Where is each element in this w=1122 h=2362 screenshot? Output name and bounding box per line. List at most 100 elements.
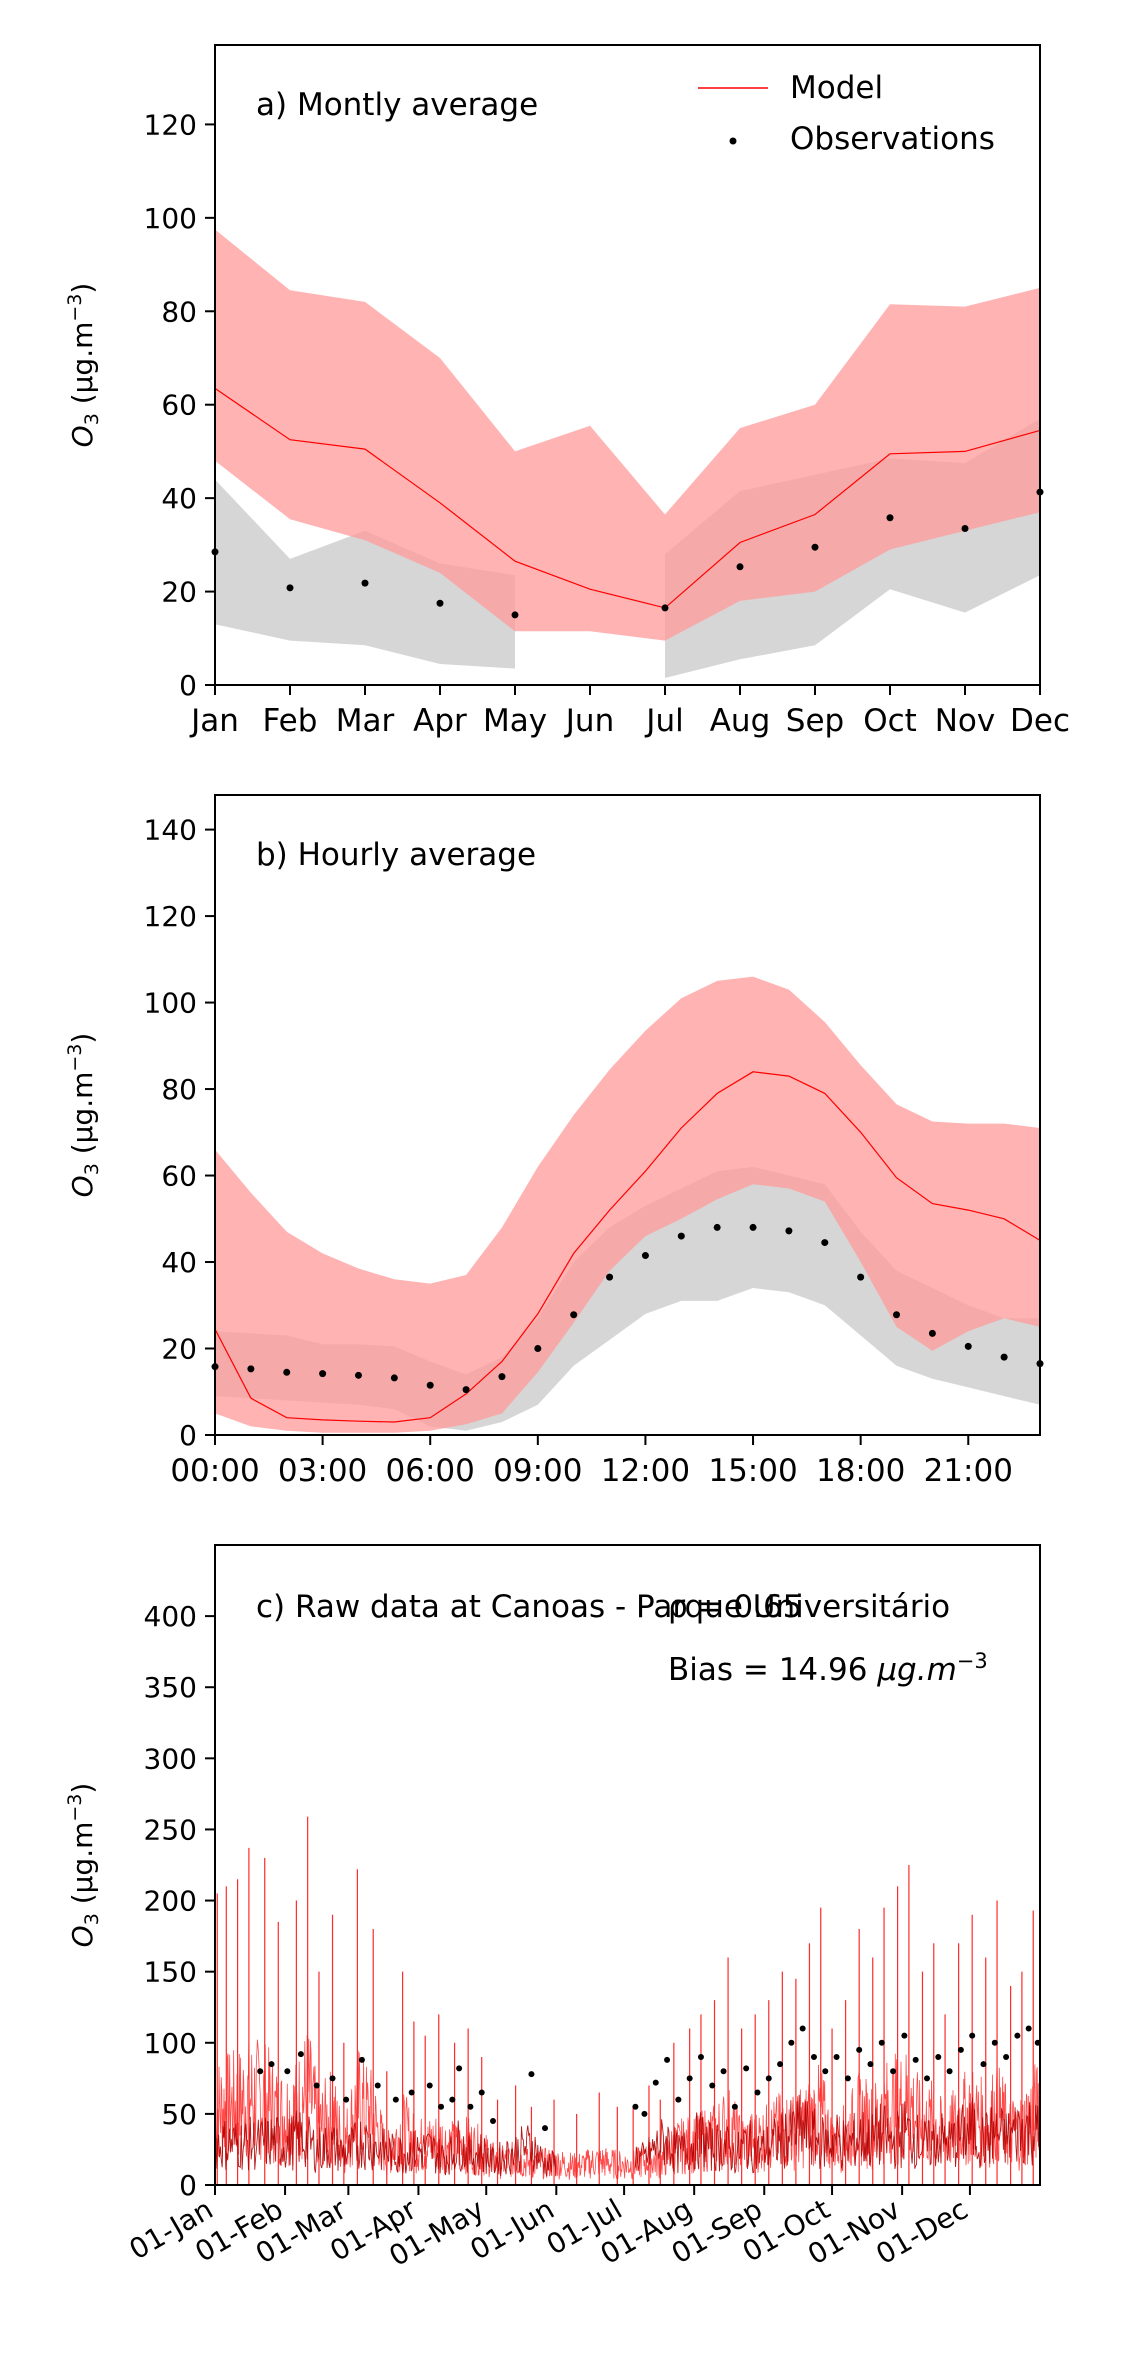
panel-raw-data: 0 50 100 150 200 250 300 350 400 01-Jan01-Feb01-…: [64, 1544, 1041, 2273]
x-tick-label: Aug: [710, 703, 771, 739]
panel-label: a) Montly average: [256, 87, 538, 123]
observation-point: [570, 1311, 578, 1319]
y-tick-label: 140: [144, 814, 197, 847]
observation-peak: [777, 2061, 784, 2068]
observation-point: [811, 543, 819, 551]
observation-point: [498, 1373, 506, 1381]
observations-raw-trace: [215, 2094, 1040, 2177]
y-tick-label: 100: [144, 2027, 197, 2060]
observation-point: [426, 1381, 434, 1389]
observation-point: [736, 563, 744, 571]
y-tick-label: 0: [179, 2169, 197, 2202]
observation-peak: [284, 2068, 291, 2075]
observation-peak: [632, 2103, 639, 2110]
plot-frame: [214, 44, 1041, 686]
observation-point: [511, 611, 519, 619]
x-tick-label: Feb: [263, 703, 318, 739]
y-tick-label: 20: [161, 576, 197, 609]
y-tick-label: 80: [161, 1073, 197, 1106]
y-axis-label: O3 (μg.m−3): [64, 1033, 103, 1198]
observation-peak: [652, 2079, 659, 2086]
observation-point: [886, 514, 894, 522]
observation-peak: [257, 2068, 264, 2075]
model-line-path: [214, 387, 1041, 609]
x-axis-ticks: 01-Jan01-Feb01-Mar01-Apr01-May01-Jun01-J…: [124, 2185, 973, 2273]
y-tick-label: 400: [144, 1600, 197, 1633]
observation-peak: [438, 2103, 445, 2110]
model-range-band: [215, 229, 1040, 641]
y-tick-label: 40: [161, 1246, 197, 1279]
observation-peak: [343, 2096, 350, 2103]
observation-peak: [697, 2054, 704, 2060]
y-tick-label: 350: [144, 1671, 197, 1704]
x-tick-label: 15:00: [708, 1453, 797, 1489]
observation-peak: [268, 2061, 275, 2068]
x-tick-label: Mar: [336, 703, 395, 739]
model-line: [214, 387, 1041, 609]
observation-peak: [743, 2065, 750, 2072]
observation-point: [247, 1365, 255, 1373]
x-tick-label: Jan: [189, 703, 239, 739]
observation-peak: [991, 2039, 998, 2046]
observation-point: [390, 1374, 398, 1382]
observation-peak: [822, 2068, 829, 2075]
observation-point: [661, 604, 669, 612]
y-tick-label: 250: [144, 1813, 197, 1846]
observation-point: [713, 1223, 721, 1231]
observation-point: [749, 1223, 757, 1231]
observation-peak: [754, 2089, 761, 2096]
observation-peak: [297, 2051, 304, 2058]
observation-peak: [788, 2039, 795, 2046]
observation-peak: [329, 2075, 336, 2082]
observation-points: [211, 488, 1044, 619]
y-tick-label: 60: [161, 1160, 197, 1193]
observation-point: [436, 599, 444, 607]
x-tick-label: 18:00: [816, 1453, 905, 1489]
observation-point: [641, 1252, 649, 1260]
x-tick-label: 06:00: [386, 1453, 475, 1489]
x-tick-label: Dec: [1010, 703, 1070, 739]
observation-peak: [923, 2075, 930, 2082]
plot-frame: [214, 794, 1041, 1436]
observations-band-segment: [215, 479, 515, 669]
observation-peak: [392, 2096, 399, 2103]
y-tick-label: 120: [144, 108, 197, 141]
observation-peak: [542, 2125, 548, 2132]
y-axis-ticks: 0 20 40 60 80 100 120: [144, 108, 215, 702]
observation-peak: [912, 2056, 919, 2063]
x-tick-label: 09:00: [493, 1453, 582, 1489]
model-line: [214, 1071, 1041, 1423]
y-axis-label: O3 (μg.m−3): [64, 1783, 103, 1948]
observation-point: [1000, 1353, 1008, 1361]
correlation-stat: ρ = 0.65: [668, 1589, 802, 1625]
observation-peak: [856, 2046, 863, 2053]
observation-peak: [478, 2089, 485, 2096]
y-tick-label: 200: [144, 1885, 197, 1918]
x-tick-label: Nov: [935, 703, 996, 739]
observation-point: [964, 1342, 972, 1350]
observation-points: [211, 1223, 1044, 1394]
observation-peak: [810, 2054, 817, 2060]
observation-point: [534, 1345, 542, 1353]
observation-peak: [1034, 2039, 1040, 2046]
observation-peak: [675, 2096, 682, 2103]
model-raw-series: [215, 1816, 1040, 2185]
observation-peak: [1003, 2054, 1010, 2060]
x-tick-label: 03:00: [278, 1453, 367, 1489]
observation-peak: [890, 2068, 897, 2075]
observation-peak: [867, 2061, 874, 2068]
panel-hourly-average: 0 20 40 60 80 100 120 140 00:00 03:00 06:00 09:00 1…: [64, 794, 1044, 1489]
model-band-area: [215, 976, 1040, 1433]
observation-peak: [878, 2039, 885, 2046]
y-axis-ticks: 0 20 40 60 80 100 120 140: [144, 814, 215, 1452]
observation-peak: [313, 2082, 320, 2089]
x-tick-label: 12:00: [601, 1453, 690, 1489]
y-tick-label: 50: [161, 2098, 197, 2131]
x-axis-ticks: Jan Feb Mar Apr May Jun Jul Aug Sep Oct Nov Dec: [189, 685, 1070, 739]
observation-peak: [833, 2054, 840, 2060]
y-axis-ticks: 0 50 100 150 200 250 300 350 400: [144, 1600, 215, 2202]
y-tick-label: 100: [144, 987, 197, 1020]
x-tick-label: 21:00: [924, 1453, 1013, 1489]
observation-peak: [720, 2068, 727, 2075]
